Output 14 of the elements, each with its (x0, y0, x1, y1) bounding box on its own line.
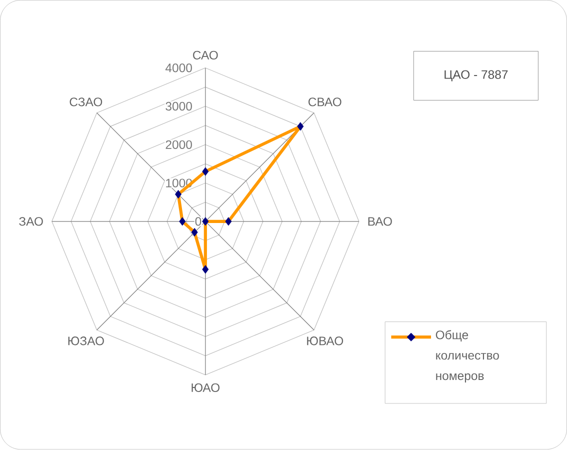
spoke-label: САО (193, 51, 218, 60)
spoke-label: ЗАО (19, 217, 43, 226)
spoke-label: ВАО (368, 217, 392, 226)
spoke-label: ЮАО (192, 384, 220, 392)
y-tick-label: 4000 (165, 64, 192, 72)
y-tick-label: 0 (195, 217, 202, 226)
legend-label: Обще количество номеров (436, 330, 499, 383)
spoke-label: СВАО (308, 98, 342, 106)
spoke-label: ЮВАО (307, 336, 344, 346)
y-tick-label: 3000 (166, 102, 192, 111)
y-tick-label: 2000 (166, 140, 192, 150)
text: ЦАО - 7887 (444, 70, 508, 82)
spoke-label: ЮЗАО (68, 336, 104, 346)
spoke-label: СЗАО (70, 98, 102, 106)
